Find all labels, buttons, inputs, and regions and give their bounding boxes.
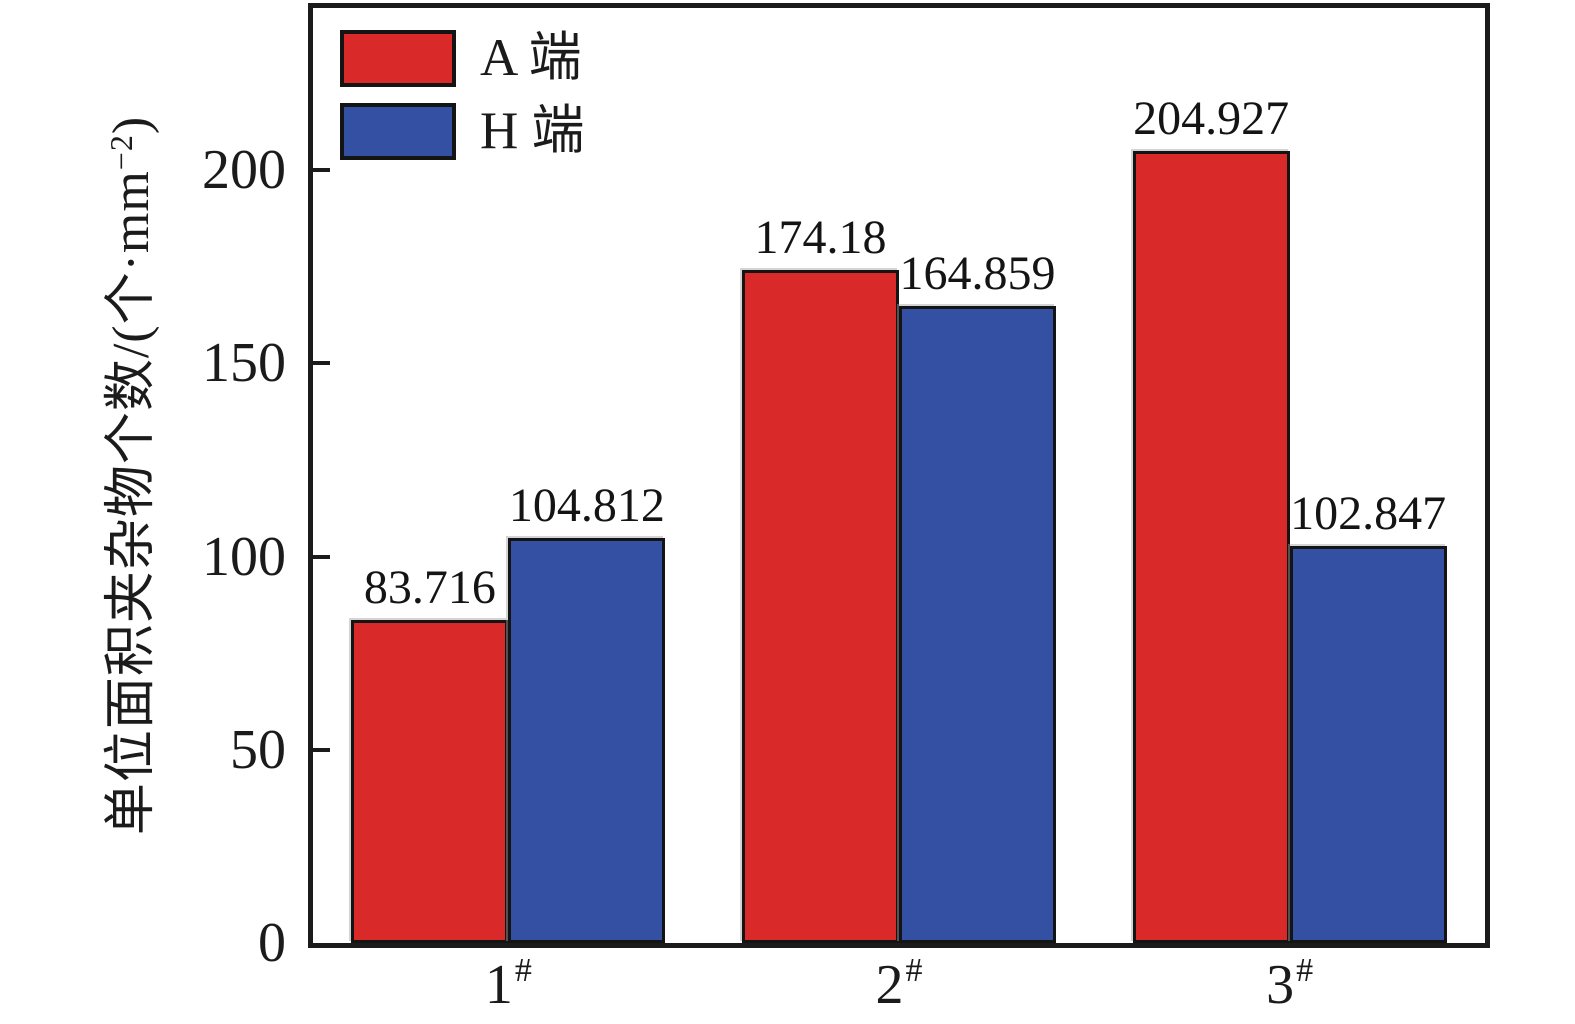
x-axis-label-1: 1# [484,952,532,1017]
bar-a-2 [742,270,899,943]
y-tick-label-150: 150 [202,332,286,395]
legend: A 端 H 端 [340,30,585,160]
legend-swatch-a [340,30,456,87]
y-tick-mark-50 [313,747,330,752]
x-axis-label-superscript-1: # [514,952,532,989]
bar-a-1 [351,619,509,943]
value-label-a-3: 204.927 [1133,92,1290,146]
value-label-h-2: 164.859 [899,247,1056,301]
legend-label-h: H 端 [480,102,585,160]
x-axis-label-base-2: 2 [875,954,904,1016]
y-tick-mark-100 [313,554,330,559]
bar-h-2 [899,306,1056,943]
x-axis-label-base-3: 3 [1266,954,1295,1016]
y-tick-label-50: 50 [230,718,286,781]
x-axis-label-3: 3# [1266,952,1314,1017]
bar-a-3 [1132,151,1290,943]
value-label-h-1: 104.812 [508,479,665,533]
legend-item-h: H 端 [340,103,585,160]
x-axis-label-2: 2# [875,952,923,1017]
plot-box: A 端 H 端 83.716 104.812 174.18 164.859 204.92… [308,3,1490,948]
legend-item-a: A 端 [340,30,585,87]
y-tick-label-200: 200 [202,139,286,202]
y-tick-label-0: 0 [258,912,286,974]
value-label-a-2: 174.18 [754,211,887,265]
legend-label-a: A 端 [480,29,582,87]
x-axis-label-superscript-2: # [905,952,923,989]
x-axis-label-base-1: 1 [484,954,513,1016]
x-axis-label-superscript-3: # [1296,952,1314,989]
plot-area: A 端 H 端 83.716 104.812 174.18 164.859 204.92… [313,8,1485,943]
y-axis-tick-labels: 0 50 100 150 200 [0,0,286,1024]
y-tick-mark-200 [313,168,330,173]
value-label-a-1: 83.716 [363,560,496,614]
legend-swatch-h [340,103,456,160]
bar-h-1 [508,538,666,943]
y-tick-label-100: 100 [202,525,286,588]
y-tick-mark-150 [313,361,330,366]
bar-h-3 [1289,545,1447,943]
value-label-h-3: 102.847 [1290,486,1447,540]
